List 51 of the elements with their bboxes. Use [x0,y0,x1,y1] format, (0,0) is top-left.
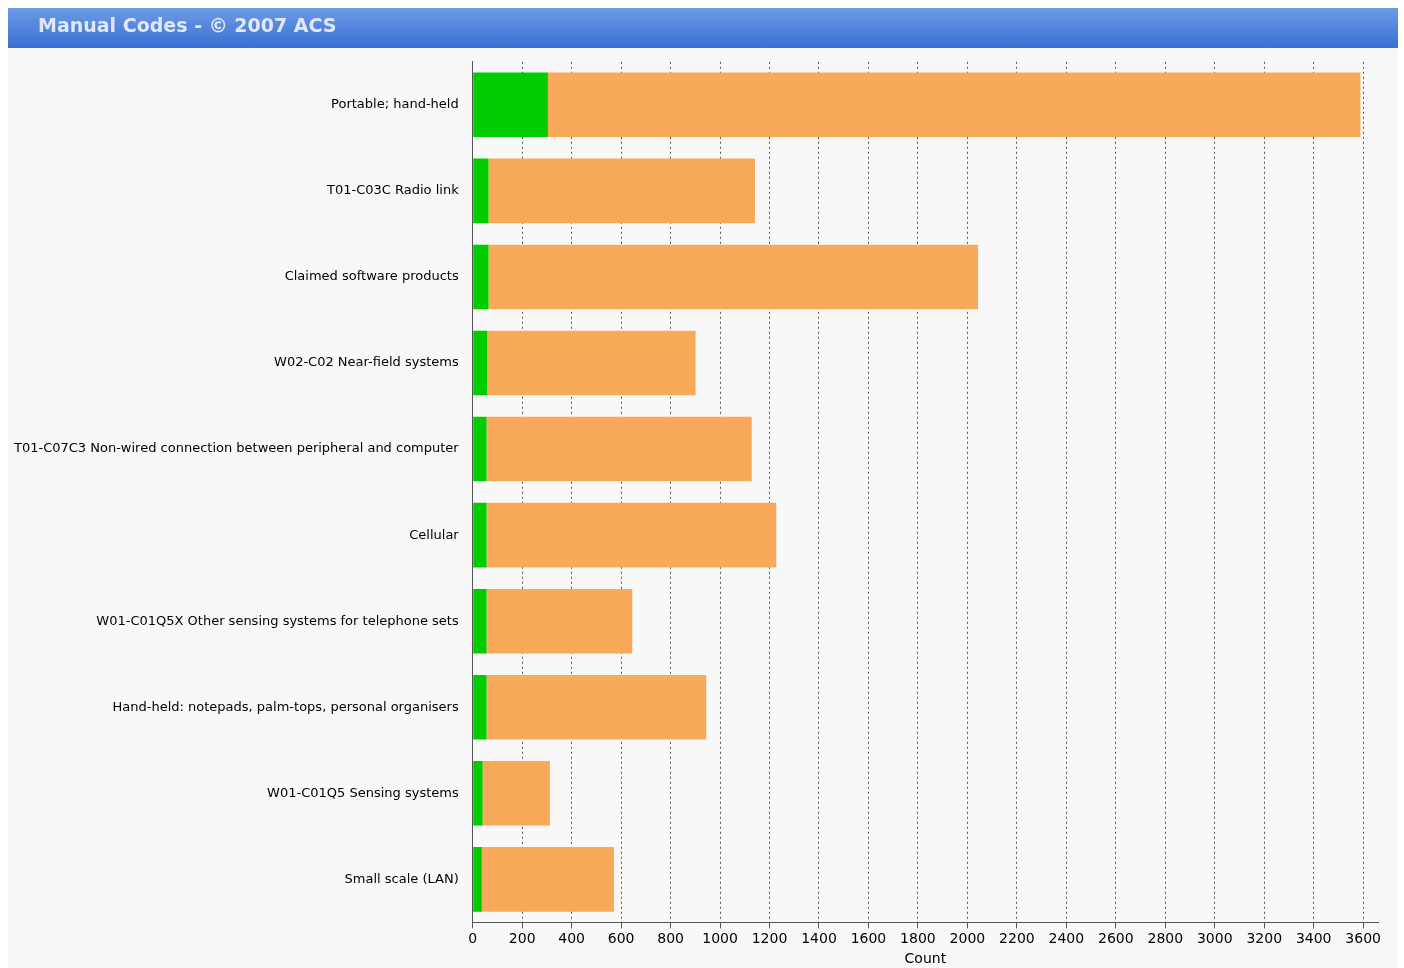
x-tick-label: 0 [468,930,478,947]
x-tick-label: 600 [607,930,635,947]
x-tick-label: 2400 [1048,930,1085,947]
y-tick-label: T01-C07C3 Non-wired connection between peripheral and computer [12,440,460,456]
x-tick-label: 3600 [1345,930,1381,947]
bar [473,847,482,912]
bar [482,761,550,826]
bar [473,416,487,482]
bar [473,158,489,224]
x-tick-label: 400 [558,930,586,947]
bar [486,674,707,740]
bar [488,158,755,224]
x-tick-label: 3200 [1246,930,1283,947]
bar [547,72,1361,138]
y-tick-label: Claimed software products [284,268,459,284]
x-tick-label: 1200 [751,930,788,947]
x-tick-label: 200 [508,930,536,947]
y-tick-label: Small scale (LAN) [344,870,459,886]
bar [473,674,487,740]
bar [486,588,633,654]
x-tick-label: 3400 [1295,930,1332,947]
bar [473,72,548,138]
bar [486,502,777,568]
x-tick-label: 1800 [900,930,936,947]
bar [486,416,752,482]
x-tick-label: 1600 [850,930,887,947]
bar [487,330,696,396]
bar [473,502,487,568]
bar [488,244,979,310]
y-tick-label: Hand-held: notepads, palm-tops, personal organisers [112,698,459,714]
bar [473,761,483,826]
y-tick-label: W02-C02 Near-field systems [274,354,459,370]
x-tick-label: 800 [657,930,684,947]
y-tick-label: W01-C01Q5X Other sensing systems for telephone sets [96,612,459,628]
x-tick-label: 2200 [999,930,1035,947]
y-tick-label: Portable; hand-held [331,96,459,112]
x-tick-label: 1400 [801,930,837,947]
bar [481,847,614,912]
bar [473,330,488,396]
text: Manual Codes - © 2007 ACS [8,8,1398,48]
y-tick-label: T01-C03C Radio link [326,182,460,198]
y-tick-label: Cellular [409,526,460,542]
x-tick-label: 2000 [949,930,986,947]
x-axis-title: Count [904,950,947,967]
x-tick-label: 2600 [1097,930,1134,947]
bar [473,244,489,310]
x-tick-label: 3000 [1196,930,1233,947]
x-tick-label: 1000 [702,930,738,947]
x-tick-label: 2800 [1147,930,1184,947]
y-tick-label: W01-C01Q5 Sensing systems [267,784,459,800]
bar [473,588,487,654]
